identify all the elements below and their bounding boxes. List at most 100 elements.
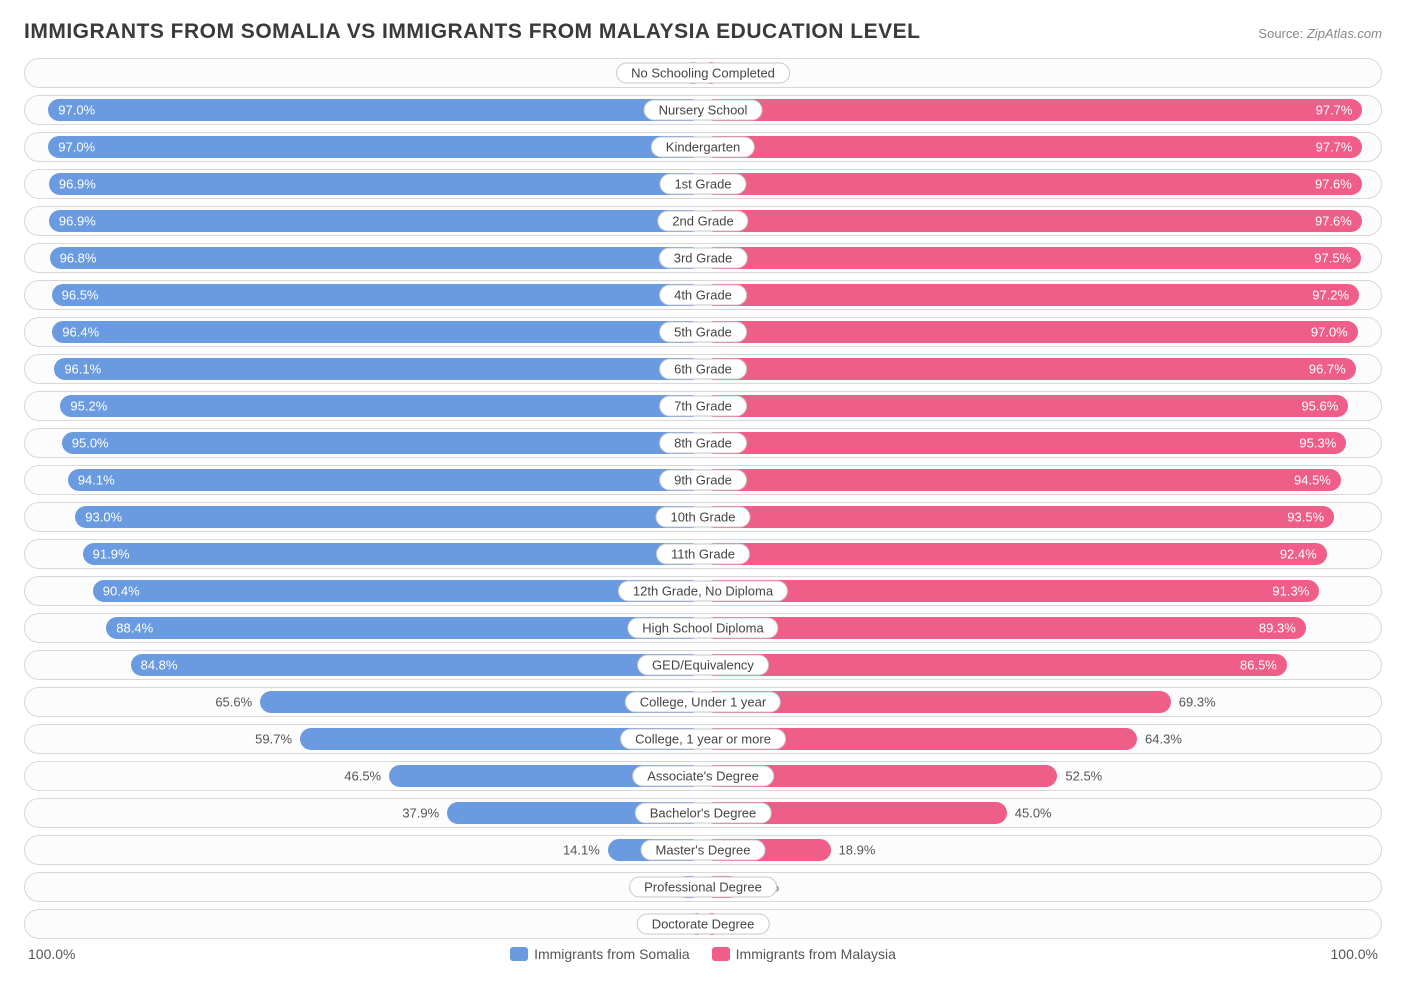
bar-value-malaysia: 92.4% [1280, 547, 1317, 562]
bar-value-malaysia: 97.6% [1315, 214, 1352, 229]
chart-row: 1.8%2.6%Doctorate Degree [24, 909, 1382, 939]
bar-somalia [106, 617, 703, 639]
chart-row: 95.2% 95.6% 7th Grade [24, 391, 1382, 421]
chart-row: 96.4%97.0%5th Grade [24, 317, 1382, 347]
bar-value-somalia: 90.4% [103, 584, 140, 599]
bar-somalia [48, 136, 703, 158]
category-pill: College, Under 1 year [625, 692, 781, 713]
bar-somalia [62, 432, 703, 454]
chart-row: 46.5%52.5%Associate's Degree [24, 761, 1382, 791]
bar-value-somalia: 59.7% [255, 732, 292, 747]
chart-row: 3.0%2.3%No Schooling Completed [24, 58, 1382, 88]
bar-value-somalia: 97.0% [58, 140, 95, 155]
bar-malaysia [703, 247, 1361, 269]
bar-value-somalia: 65.6% [215, 695, 252, 710]
bar-somalia [49, 173, 703, 195]
bar-value-malaysia: 97.6% [1315, 177, 1352, 192]
category-pill: Nursery School [644, 100, 763, 121]
legend-swatch-somalia [510, 947, 528, 961]
axis-max-right: 100.0% [1331, 946, 1378, 962]
bar-malaysia [703, 99, 1362, 121]
category-pill: Associate's Degree [632, 766, 774, 787]
category-pill: 7th Grade [659, 396, 747, 417]
legend-item-somalia: Immigrants from Somalia [510, 946, 690, 962]
bar-value-malaysia: 97.2% [1312, 288, 1349, 303]
bar-value-somalia: 96.8% [60, 251, 97, 266]
bar-value-somalia: 88.4% [116, 621, 153, 636]
bar-value-somalia: 94.1% [78, 473, 115, 488]
bar-value-malaysia: 69.3% [1179, 695, 1216, 710]
chart-row: 4.1%5.7%Professional Degree [24, 872, 1382, 902]
bar-somalia [68, 469, 703, 491]
category-pill: GED/Equivalency [637, 655, 769, 676]
bar-malaysia [703, 136, 1362, 158]
category-pill: 12th Grade, No Diploma [618, 581, 788, 602]
chart-row: 90.4%91.3%12th Grade, No Diploma [24, 576, 1382, 606]
bar-value-somalia: 14.1% [563, 843, 600, 858]
category-pill: College, 1 year or more [620, 729, 786, 750]
chart-row: 97.0%97.7%Kindergarten [24, 132, 1382, 162]
category-pill: 6th Grade [659, 359, 747, 380]
category-pill: Master's Degree [641, 840, 766, 861]
chart-footer: 100.0% Immigrants from Somalia Immigrant… [24, 946, 1382, 962]
chart-row: 96.9% 97.6% 2nd Grade [24, 206, 1382, 236]
source-value: ZipAtlas.com [1307, 26, 1382, 41]
bar-somalia [75, 506, 703, 528]
bar-value-malaysia: 95.6% [1301, 399, 1338, 414]
bar-malaysia [703, 210, 1362, 232]
bar-value-somalia: 93.0% [85, 510, 122, 525]
chart-row: 59.7%64.3%College, 1 year or more [24, 724, 1382, 754]
bar-malaysia [703, 432, 1346, 454]
category-pill: 9th Grade [659, 470, 747, 491]
axis-max-left: 100.0% [28, 946, 75, 962]
bar-value-malaysia: 18.9% [839, 843, 876, 858]
category-pill: 5th Grade [659, 322, 747, 343]
bar-value-somalia: 97.0% [58, 103, 95, 118]
bar-malaysia [703, 506, 1334, 528]
category-pill: High School Diploma [627, 618, 778, 639]
bar-value-malaysia: 95.3% [1299, 436, 1336, 451]
bar-value-somalia: 91.9% [93, 547, 130, 562]
bar-value-somalia: 37.9% [402, 806, 439, 821]
chart-row: 88.4% 89.3% High School Diploma [24, 613, 1382, 643]
legend-label-somalia: Immigrants from Somalia [534, 946, 690, 962]
bar-value-somalia: 96.4% [62, 325, 99, 340]
category-pill: 11th Grade [656, 544, 750, 565]
bar-somalia [131, 654, 703, 676]
bar-value-malaysia: 93.5% [1287, 510, 1324, 525]
bar-malaysia [703, 580, 1319, 602]
chart-row: 37.9%45.0%Bachelor's Degree [24, 798, 1382, 828]
bar-malaysia [703, 617, 1306, 639]
chart-row: 96.5%97.2%4th Grade [24, 280, 1382, 310]
chart-row: 14.1% 18.9% Master's Degree [24, 835, 1382, 865]
bar-value-somalia: 95.2% [70, 399, 107, 414]
chart-row: 65.6% 69.3% College, Under 1 year [24, 687, 1382, 717]
category-pill: Bachelor's Degree [635, 803, 772, 824]
bar-somalia [48, 99, 703, 121]
legend-swatch-malaysia [712, 947, 730, 961]
bar-malaysia [703, 395, 1348, 417]
bar-value-somalia: 84.8% [141, 658, 178, 673]
bar-somalia [50, 247, 703, 269]
bar-somalia [93, 580, 703, 602]
category-pill: 2nd Grade [657, 211, 748, 232]
chart-row: 84.8% 86.5% GED/Equivalency [24, 650, 1382, 680]
chart-row: 93.0%93.5%10th Grade [24, 502, 1382, 532]
legend-label-malaysia: Immigrants from Malaysia [736, 946, 896, 962]
bar-value-malaysia: 86.5% [1240, 658, 1277, 673]
legend-item-malaysia: Immigrants from Malaysia [712, 946, 896, 962]
bar-malaysia [703, 469, 1341, 491]
bar-malaysia [703, 358, 1356, 380]
bar-value-malaysia: 97.7% [1316, 103, 1353, 118]
bar-value-malaysia: 89.3% [1259, 621, 1296, 636]
bar-value-somalia: 96.9% [59, 214, 96, 229]
bar-malaysia [703, 173, 1362, 195]
category-pill: Professional Degree [629, 877, 777, 898]
bar-value-malaysia: 94.5% [1294, 473, 1331, 488]
category-pill: 1st Grade [659, 174, 746, 195]
source-label: Source: [1258, 26, 1303, 41]
bar-value-somalia: 96.1% [64, 362, 101, 377]
bar-somalia [54, 358, 703, 380]
bar-value-somalia: 96.9% [59, 177, 96, 192]
chart-row: 96.9% 97.6% 1st Grade [24, 169, 1382, 199]
